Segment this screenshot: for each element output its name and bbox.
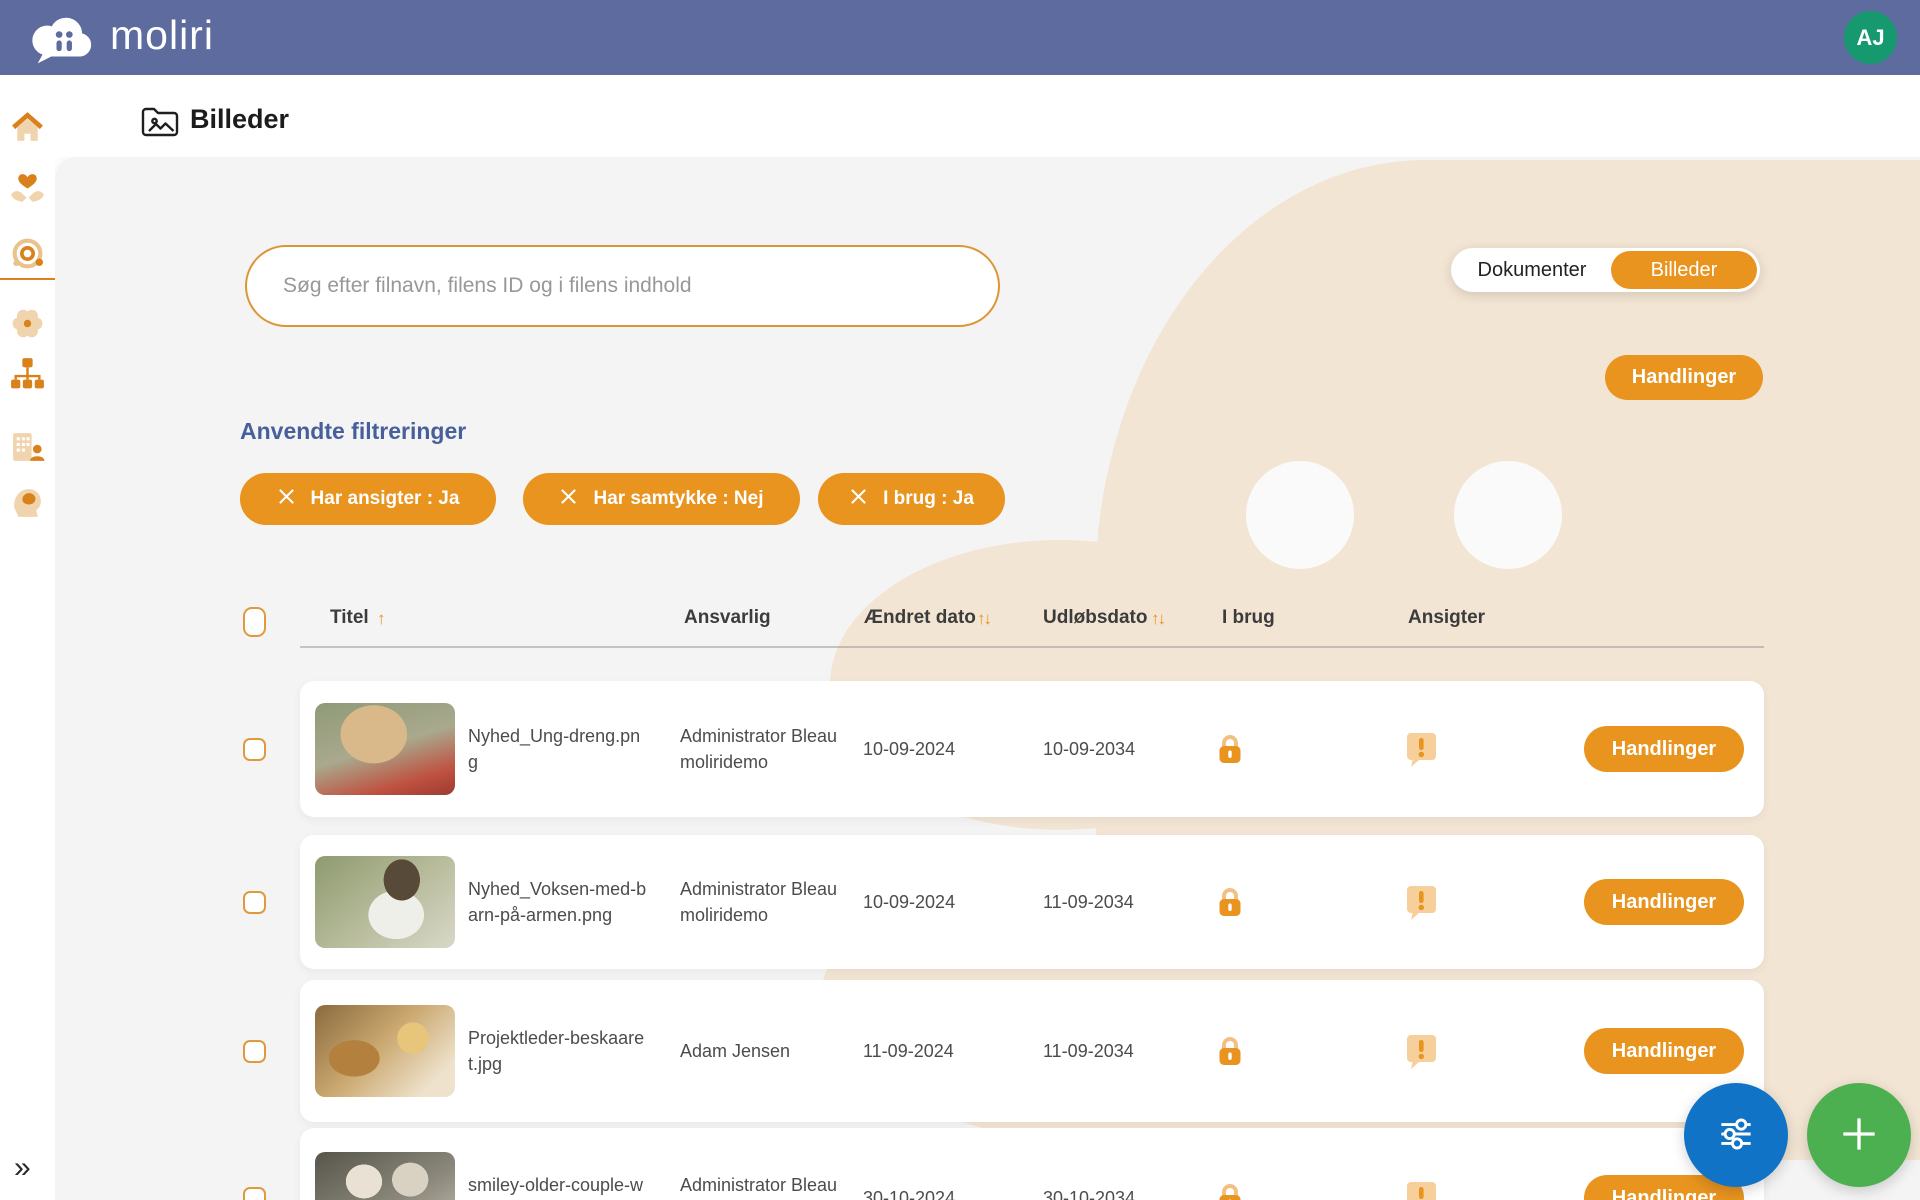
modified-date: 10-09-2024 <box>863 892 956 912</box>
file-owner: Adam Jensen <box>680 1041 791 1061</box>
row-checkbox[interactable] <box>243 738 266 761</box>
modified-date: 30-10-2024 <box>863 1188 956 1200</box>
column-header-ansigter: Ansigter <box>1408 607 1486 628</box>
expiry-date: 11-09-2034 <box>1043 1041 1134 1061</box>
table-row: smiley-older-couple-waving-someone-they-… <box>300 1128 1764 1200</box>
home-icon[interactable] <box>9 108 46 145</box>
lock-icon <box>1215 885 1245 919</box>
tune-sliders-icon <box>1713 1111 1759 1160</box>
filter-chip-label: Har samtykke : Nej <box>593 488 764 509</box>
file-title: smiley-older-couple-waving-someone-they-… <box>468 1175 644 1195</box>
modified-date: 11-09-2024 <box>863 1041 954 1061</box>
faces-warning-icon <box>1405 731 1437 767</box>
cloud-logo-icon <box>26 10 100 66</box>
faces-warning-icon <box>1405 1033 1437 1069</box>
modified-date: 10-09-2024 <box>863 739 956 759</box>
plus-icon <box>1836 1111 1882 1160</box>
sort-ascending-icon[interactable]: ↑ <box>377 609 385 628</box>
column-header-i-brug: I brug <box>1222 607 1275 628</box>
row-checkbox[interactable] <box>243 1040 266 1063</box>
row-actions-button[interactable]: Handlinger <box>1584 879 1744 925</box>
filter-chip-label: Har ansigter : Ja <box>310 488 460 509</box>
org-chart-icon[interactable] <box>9 355 46 392</box>
file-title: Nyhed_Ung-dreng.png <box>468 726 641 772</box>
image-thumbnail[interactable] <box>315 703 455 795</box>
close-icon[interactable] <box>559 487 578 512</box>
column-header-ansvarlig[interactable]: Ansvarlig <box>684 607 771 628</box>
top-bar: moliri AJ <box>0 0 1920 75</box>
file-owner: Administrator Bleau moliridemo <box>680 879 838 925</box>
row-checkbox[interactable] <box>243 1187 266 1200</box>
lock-icon <box>1215 1034 1245 1068</box>
main-content-panel: Dokumenter Billeder Handlinger Anvendte … <box>55 157 1920 1200</box>
select-all-checkbox[interactable] <box>243 607 266 637</box>
image-thumbnail[interactable] <box>315 856 455 948</box>
sidebar: » <box>0 75 55 1200</box>
page-title: Billeder <box>190 104 290 134</box>
image-thumbnail[interactable] <box>315 1005 455 1097</box>
active-section-indicator <box>0 278 55 280</box>
sort-toggle-icon[interactable]: ↑↓ <box>977 609 992 628</box>
close-icon[interactable] <box>849 487 868 512</box>
expiry-date: 11-09-2034 <box>1043 892 1134 912</box>
column-header-titel[interactable]: Titel <box>330 607 369 628</box>
table-header: Titel ↑ Ansvarlig Ændret dato ↑↓ Udløbsd… <box>55 601 1920 637</box>
column-header-aendret-dato[interactable]: Ændret dato <box>864 607 976 628</box>
expiry-date: 10-09-2034 <box>1043 739 1136 759</box>
table-header-divider <box>300 646 1764 648</box>
filter-chip-label: I brug : Ja <box>883 488 974 509</box>
decorative-circle <box>1246 461 1354 569</box>
care-hands-heart-icon[interactable] <box>9 170 46 207</box>
filter-chip-har-ansigter[interactable]: Har ansigter : Ja <box>240 473 496 525</box>
applied-filters-heading: Anvendte filtreringer <box>240 418 467 444</box>
faces-warning-icon <box>1405 884 1437 920</box>
column-header-udloebsdato[interactable]: Udløbsdato <box>1043 607 1148 628</box>
lock-icon <box>1215 1181 1245 1200</box>
search-input[interactable] <box>245 245 1000 327</box>
image-thumbnail[interactable] <box>315 1152 455 1200</box>
knowledge-mind-icon[interactable] <box>9 483 46 520</box>
table-row: Nyhed_Ung-dreng.png Administrator Bleau … <box>300 681 1764 817</box>
faces-warning-icon <box>1405 1180 1437 1200</box>
settings-icon[interactable] <box>9 305 46 342</box>
media-orbit-icon[interactable] <box>9 235 46 272</box>
table-row: Projektleder-beskaaret.jpg Adam Jensen 1… <box>300 980 1764 1122</box>
filter-chip-har-samtykke[interactable]: Har samtykke : Nej <box>523 473 800 525</box>
close-icon[interactable] <box>277 487 296 512</box>
row-checkbox[interactable] <box>243 891 266 914</box>
sort-toggle-icon[interactable]: ↑↓ <box>1151 609 1166 628</box>
page-header: Billeder <box>55 75 1920 157</box>
lock-icon <box>1215 732 1245 766</box>
view-toggle: Dokumenter Billeder <box>1451 248 1760 292</box>
actions-button[interactable]: Handlinger <box>1605 355 1763 400</box>
user-avatar[interactable]: AJ <box>1844 11 1897 64</box>
images-folder-icon <box>140 104 180 138</box>
sidebar-expand-chevrons-icon[interactable]: » <box>8 1147 48 1187</box>
toggle-dokumenter[interactable]: Dokumenter <box>1451 248 1613 292</box>
toggle-billeder-selected[interactable]: Billeder <box>1611 251 1757 289</box>
row-actions-button[interactable]: Handlinger <box>1584 1028 1744 1074</box>
add-fab[interactable] <box>1807 1083 1911 1187</box>
file-owner: Administrator Bleau moliridemo <box>680 1175 838 1195</box>
filter-chip-i-brug[interactable]: I brug : Ja <box>818 473 1005 525</box>
decorative-circle <box>1454 461 1562 569</box>
brand-name: moliri <box>110 12 214 58</box>
company-building-icon[interactable] <box>9 428 46 465</box>
expiry-date: 30-10-2034 <box>1043 1188 1136 1200</box>
file-title: Projektleder-beskaaret.jpg <box>468 1028 645 1074</box>
table-row: Nyhed_Voksen-med-barn-på-armen.png Admin… <box>300 835 1764 969</box>
row-actions-button[interactable]: Handlinger <box>1584 726 1744 772</box>
file-title: Nyhed_Voksen-med-barn-på-armen.png <box>468 879 647 925</box>
filter-settings-fab[interactable] <box>1684 1083 1788 1187</box>
file-owner: Administrator Bleau moliridemo <box>680 726 838 772</box>
